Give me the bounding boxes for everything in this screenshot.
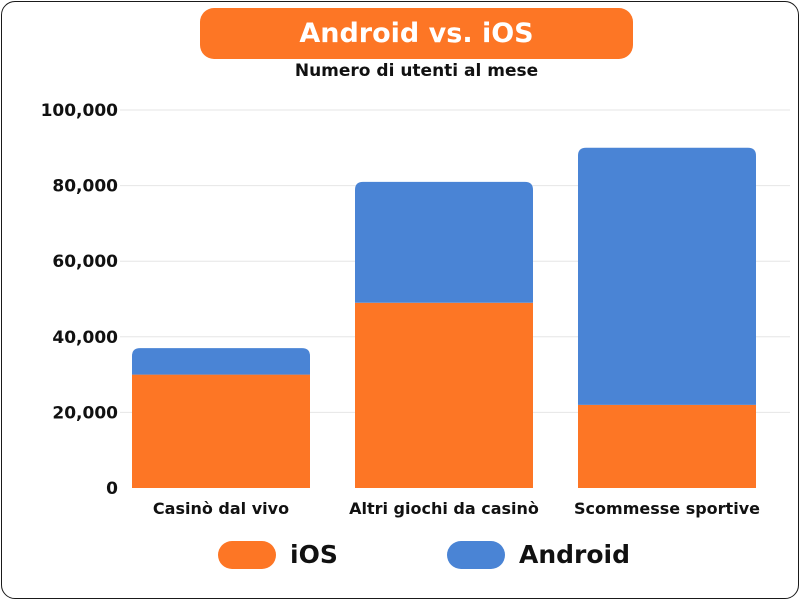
legend-item-ios: iOS [218, 540, 338, 569]
bar-android [578, 147, 756, 405]
legend-label-android: Android [519, 540, 631, 569]
y-tick-label: 0 [106, 479, 118, 499]
x-category-label: Scommesse sportive [574, 499, 760, 518]
x-category-label: Altri giochi da casinò [349, 499, 539, 518]
x-category-label: Casinò dal vivo [153, 499, 289, 518]
legend-label-ios: iOS [290, 540, 338, 569]
bar-ios [132, 374, 310, 488]
chart-title: Android vs. iOS [200, 8, 633, 59]
bar-android [355, 181, 533, 303]
y-tick-label: 60,000 [52, 252, 118, 272]
bar-ios [578, 404, 756, 488]
chart-subtitle: Numero di utenti al mese [294, 61, 539, 81]
legend-swatch-ios [218, 540, 276, 569]
y-tick-label: 80,000 [52, 177, 118, 197]
bar-android [132, 348, 310, 375]
legend: iOS Android [0, 540, 800, 580]
legend-swatch-android [447, 540, 505, 569]
legend-item-android: Android [447, 540, 630, 569]
y-tick-label: 20,000 [52, 403, 118, 423]
bars [132, 147, 756, 488]
y-axis: 0 20,000 40,000 60,000 80,000 100,000 [41, 101, 119, 499]
bar-ios [355, 302, 533, 488]
x-axis: Casinò dal vivo Altri giochi da casinò Sco… [153, 499, 760, 518]
y-tick-label: 40,000 [52, 328, 118, 348]
y-tick-label: 100,000 [41, 101, 119, 121]
stacked-bar-chart: 0 20,000 40,000 60,000 80,000 100,000 Casinò … [41, 101, 790, 518]
